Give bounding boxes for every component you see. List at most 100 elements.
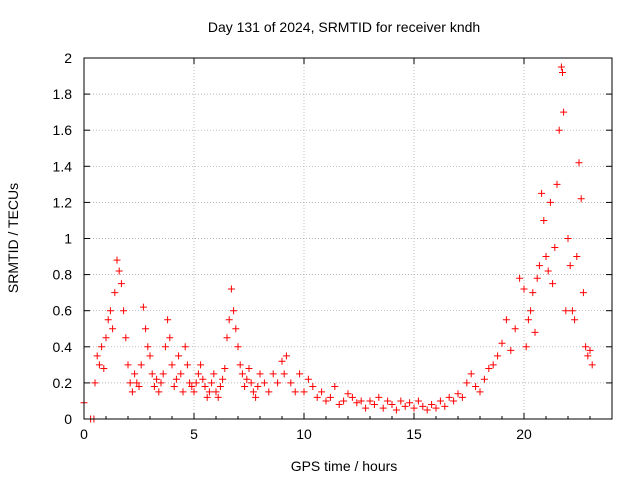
- data-point: [221, 364, 229, 372]
- data-point: [357, 397, 365, 405]
- data-point: [106, 307, 114, 315]
- data-point: [188, 383, 196, 391]
- data-point: [575, 159, 583, 167]
- data-point: [463, 379, 471, 387]
- data-point: [120, 307, 128, 315]
- data-point: [164, 316, 172, 324]
- data-point: [296, 370, 304, 378]
- data-point: [197, 361, 205, 369]
- data-point: [214, 393, 222, 401]
- data-point: [115, 267, 123, 275]
- data-point: [142, 325, 150, 333]
- data-point: [155, 388, 163, 396]
- data-point: [247, 379, 255, 387]
- data-point: [100, 364, 108, 372]
- data-point: [414, 397, 422, 405]
- data-point: [300, 388, 308, 396]
- data-point: [91, 379, 99, 387]
- y-tick-label: 0: [64, 411, 72, 427]
- data-point: [254, 383, 262, 391]
- data-point: [139, 303, 147, 311]
- data-point: [573, 253, 581, 261]
- y-axis-label: SRMTID / TECUs: [5, 183, 21, 293]
- data-point: [579, 289, 587, 297]
- data-point: [436, 397, 444, 405]
- x-tick-label: 20: [516, 426, 532, 442]
- data-point: [562, 307, 570, 315]
- data-point: [549, 280, 557, 288]
- data-point: [527, 307, 535, 315]
- data-point: [428, 401, 436, 409]
- data-point: [555, 126, 563, 134]
- data-point: [278, 357, 286, 365]
- data-point: [153, 375, 161, 383]
- x-tick-labels: 0 5 10 15 20: [80, 426, 532, 442]
- data-point: [260, 379, 268, 387]
- data-point: [232, 325, 240, 333]
- data-point: [542, 253, 550, 261]
- data-point: [157, 379, 165, 387]
- data-point: [546, 198, 554, 206]
- data-point: [410, 404, 418, 412]
- data-point: [252, 393, 260, 401]
- data-point: [172, 375, 180, 383]
- data-point: [588, 361, 596, 369]
- x-tick-label: 10: [296, 426, 312, 442]
- data-point: [159, 370, 167, 378]
- data-point: [256, 370, 264, 378]
- data-point: [406, 399, 414, 407]
- data-point: [230, 307, 238, 315]
- data-point: [150, 383, 158, 391]
- data-point: [203, 393, 211, 401]
- data-point: [472, 383, 480, 391]
- data-point: [476, 388, 484, 396]
- y-tick-label: 2: [64, 50, 72, 66]
- data-point: [494, 352, 502, 360]
- data-point: [458, 393, 466, 401]
- data-point: [241, 383, 249, 391]
- data-point: [313, 393, 321, 401]
- data-point: [223, 334, 231, 342]
- data-point: [144, 343, 152, 351]
- data-point: [113, 256, 121, 264]
- data-point: [225, 316, 233, 324]
- data-point: [540, 216, 548, 224]
- data-point: [582, 343, 590, 351]
- data-point: [98, 343, 106, 351]
- data-point: [234, 343, 242, 351]
- data-point: [423, 406, 431, 414]
- data-point: [480, 375, 488, 383]
- data-point: [326, 393, 334, 401]
- y-tick-label: 1.4: [53, 158, 73, 174]
- data-point: [511, 325, 519, 333]
- data-point: [557, 63, 565, 71]
- data-point: [133, 379, 141, 387]
- data-point: [560, 108, 568, 116]
- data-point: [551, 244, 559, 252]
- x-axis-label: GPS time / hours: [291, 458, 398, 474]
- data-point: [131, 370, 139, 378]
- data-point: [388, 401, 396, 409]
- data-point: [227, 285, 235, 293]
- data-point: [199, 375, 207, 383]
- data-point: [524, 316, 532, 324]
- data-point: [166, 334, 174, 342]
- y-tick-labels: 0 0.2 0.4 0.6 0.8 1 1.2 1.4 1.6 1.8 2: [53, 50, 73, 427]
- data-point: [544, 267, 552, 275]
- data-point: [379, 404, 387, 412]
- data-point: [170, 383, 178, 391]
- y-tick-label: 0.2: [53, 375, 73, 391]
- data-point: [280, 370, 288, 378]
- data-point: [161, 343, 169, 351]
- data-point: [192, 379, 200, 387]
- data-point: [137, 361, 145, 369]
- data-point: [397, 397, 405, 405]
- y-tick-label: 0.6: [53, 303, 73, 319]
- data-point: [498, 339, 506, 347]
- data-point: [111, 289, 119, 297]
- data-point: [531, 328, 539, 336]
- data-point: [238, 370, 246, 378]
- data-point: [535, 262, 543, 270]
- data-point: [507, 346, 515, 354]
- data-point: [274, 379, 282, 387]
